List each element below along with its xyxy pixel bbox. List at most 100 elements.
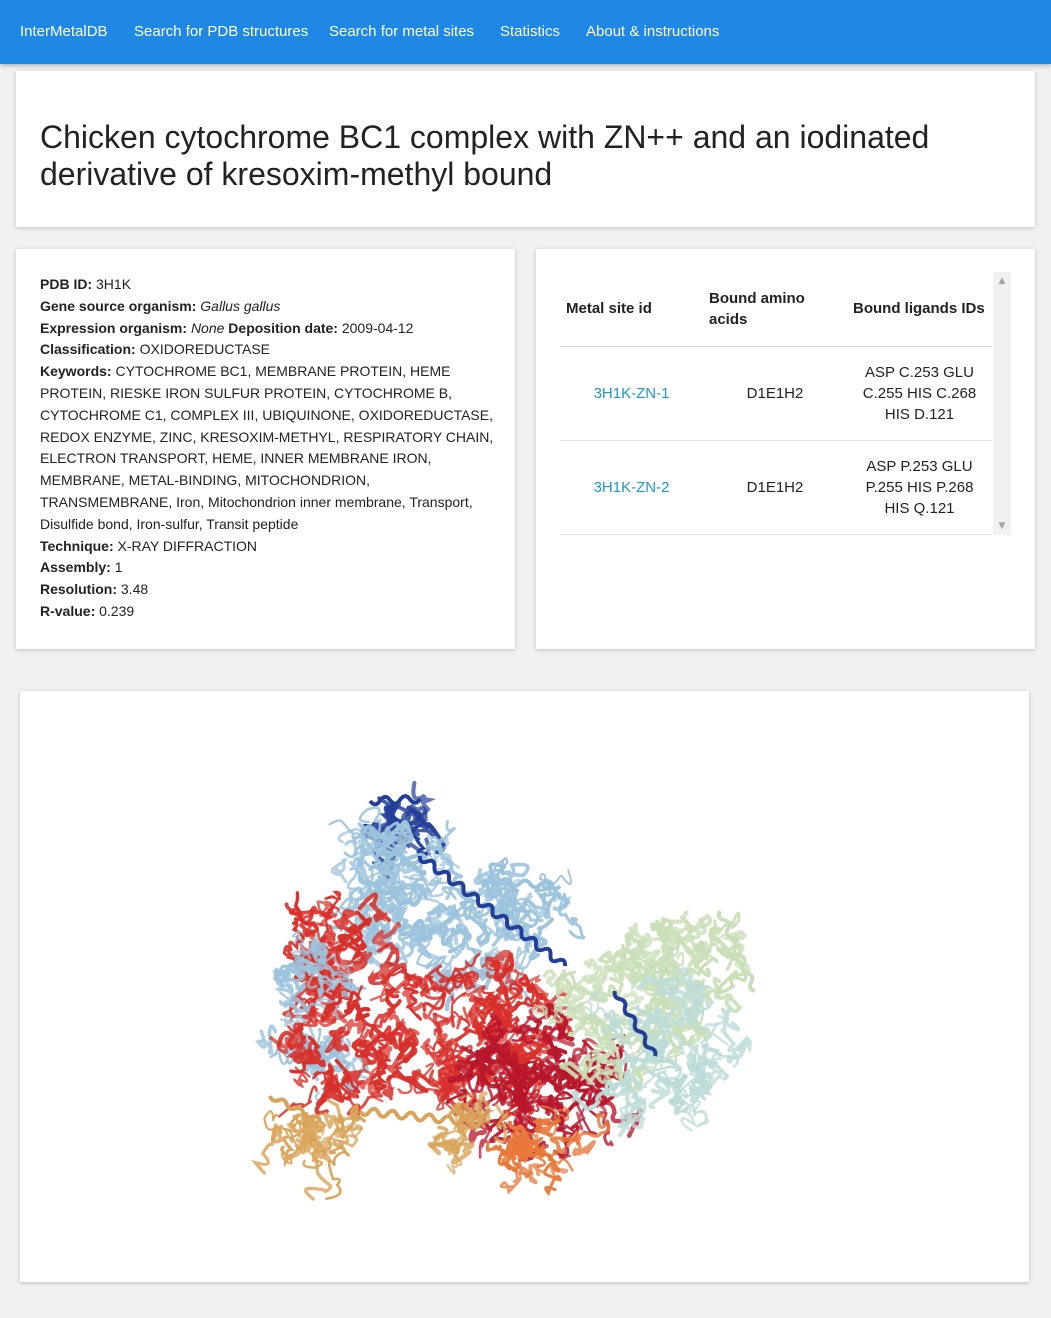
ribbon-segment	[614, 1028, 633, 1050]
ribbon-segment	[666, 1042, 684, 1064]
ribbon-segment	[521, 1164, 538, 1185]
protein-structure-viewer[interactable]	[20, 691, 1029, 1282]
ribbon-segment	[415, 952, 446, 970]
assembly-value: 1	[114, 559, 123, 576]
ribbon-segment	[734, 949, 751, 976]
ribbon-segment	[636, 936, 656, 979]
ribbon-segment	[503, 894, 532, 918]
ribbon-segment	[411, 882, 432, 894]
deposition-value: 2009-04-12	[341, 319, 414, 336]
pdb-id-row: PDB ID: 3H1K	[40, 274, 495, 296]
ribbon-segment	[357, 892, 392, 923]
ribbon-segment	[549, 1130, 580, 1155]
ribbon-segment	[473, 869, 496, 886]
ribbon-segment	[565, 1138, 596, 1157]
ribbon-segment	[566, 1001, 593, 1031]
site-id-link[interactable]: 3H1K-ZN-2	[593, 478, 670, 496]
ribbon-segment	[320, 982, 343, 1023]
ribbon-segment	[485, 1140, 513, 1154]
ribbon-segment	[481, 956, 498, 971]
nav-statistics[interactable]: Statistics	[500, 23, 561, 40]
ribbon-segment	[688, 1041, 716, 1085]
helix-tan	[358, 1106, 482, 1129]
ribbon-segment	[340, 981, 367, 992]
helix-orange	[507, 1120, 553, 1162]
ribbon-segment	[624, 929, 652, 953]
ribbon-segment	[358, 806, 382, 838]
brand-link[interactable]: InterMetalDB	[20, 23, 108, 40]
ribbon-segment	[475, 1106, 496, 1129]
ribbon-segment	[552, 889, 572, 911]
ribbon-segment	[334, 1125, 364, 1151]
ribbon-segment	[368, 865, 398, 892]
scroll-down-arrow-icon[interactable]: ▼	[998, 521, 1006, 531]
resolution-label: Resolution:	[40, 581, 117, 598]
ribbon-segment	[308, 969, 337, 999]
nav-search-pdb-structures[interactable]: Search for PDB structures	[134, 23, 309, 40]
ribbon-segment	[596, 950, 625, 973]
ribbon-segment	[331, 1030, 350, 1052]
ribbon-segment	[276, 1030, 307, 1061]
ribbon-segment	[582, 1052, 620, 1085]
structure-viewer-card[interactable]	[20, 691, 1029, 1282]
ribbon-segment	[569, 1081, 620, 1111]
ribbon-segment	[299, 956, 318, 989]
ribbon-segment	[367, 969, 388, 986]
bound-amino-acids-cell: D1E1H2	[703, 440, 847, 535]
helix-light-blue	[488, 877, 562, 891]
ribbon-segment	[707, 926, 744, 966]
gene-source-row: Gene source organism: Gallus gallus	[40, 296, 495, 318]
ribbon-segment	[330, 858, 348, 884]
ribbon-segment	[634, 1004, 679, 1029]
ribbon-segment	[279, 1010, 302, 1032]
ribbon-segment	[311, 935, 329, 959]
metal-site-link[interactable]: 3H1K-ZN-2	[560, 440, 703, 535]
ribbon-segment	[494, 1040, 526, 1075]
ribbon-segment	[255, 1024, 278, 1055]
helix-green-right	[716, 910, 756, 993]
rvalue-row: R-value: 0.239	[40, 601, 495, 623]
ribbon-segment	[620, 1101, 646, 1132]
ribbon-segment	[680, 1106, 698, 1132]
ribbon-segment	[496, 1079, 541, 1105]
ribbon-segment	[531, 1004, 556, 1026]
ribbon-segment	[545, 1089, 589, 1127]
ribbon-segment	[289, 906, 319, 937]
title-card: Chicken cytochrome BC1 complex with ZN++…	[16, 71, 1035, 227]
keywords-row: Keywords: CYTOCHROME BC1, MEMBRANE PROTE…	[40, 361, 495, 535]
ribbon-segment	[553, 999, 588, 1015]
ribbon-segment	[534, 878, 557, 909]
ribbon-segment	[337, 934, 366, 960]
ribbon-segment	[426, 840, 450, 863]
nav-search-metal-sites[interactable]: Search for metal sites	[329, 23, 475, 40]
ribbon-segment	[420, 978, 447, 1000]
ribbon-segment	[693, 941, 709, 959]
ribbon-segment	[652, 976, 676, 997]
ribbon-segment	[688, 983, 712, 1013]
metal-sites-table-container[interactable]: Metal site id Bound amino acids Bound li…	[560, 272, 1011, 535]
ribbon-segment	[720, 1006, 733, 1024]
ribbon-segment	[627, 1012, 652, 1036]
helix-top	[368, 794, 422, 807]
header-metal-site-id: Metal site id	[560, 272, 703, 347]
ribbon-segment	[292, 1066, 311, 1088]
keywords-label: Keywords:	[40, 363, 112, 380]
ribbon-segment	[380, 896, 403, 925]
ribbon-segment	[541, 891, 552, 920]
ribbon-segment	[338, 977, 350, 996]
ribbon-segment	[618, 1050, 637, 1068]
scroll-up-arrow-icon[interactable]: ▲	[998, 276, 1006, 286]
ribbon-segment	[616, 1088, 641, 1138]
ribbon-segment	[446, 970, 476, 981]
ribbon-segment	[679, 910, 713, 933]
table-scrollbar[interactable]: ▲ ▼	[993, 272, 1011, 535]
ribbon-segment	[563, 1037, 599, 1074]
metal-site-link[interactable]: 3H1K-ZN-1	[560, 346, 703, 441]
ribbon-segment	[283, 997, 310, 1014]
ribbon-segment	[577, 1113, 611, 1141]
protein-ribbon-model	[250, 780, 756, 1201]
ribbon-segment	[426, 911, 463, 946]
nav-about-instructions[interactable]: About & instructions	[586, 23, 720, 40]
ribbon-segment	[595, 1095, 607, 1117]
site-id-link[interactable]: 3H1K-ZN-1	[593, 384, 670, 402]
